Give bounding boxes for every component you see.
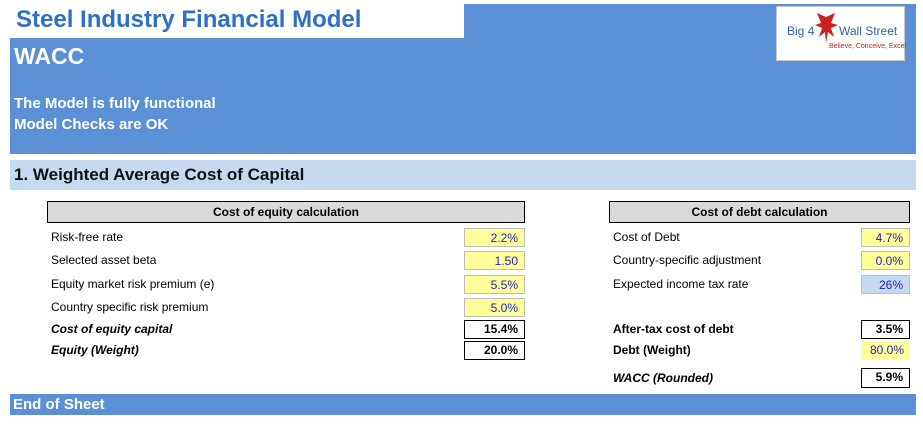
risk-free-rate-input[interactable]: 2.2% bbox=[464, 228, 525, 247]
app-title: Steel Industry Financial Model bbox=[16, 6, 362, 33]
section-header-band bbox=[10, 160, 916, 190]
debt-weight-input[interactable]: 80.0% bbox=[861, 341, 910, 360]
model-checks-text: Model Checks are OK bbox=[14, 116, 169, 133]
logo-tagline: Believe, Conceive, Excel bbox=[829, 43, 907, 50]
equity-weight-value[interactable]: 20.0% bbox=[464, 341, 525, 360]
equity-weight-label: Equity (Weight) bbox=[51, 343, 139, 357]
logo-text-left: Big 4 bbox=[787, 24, 815, 38]
title-box bbox=[10, 4, 464, 38]
equity-row-label: Selected asset beta bbox=[51, 253, 157, 267]
cost-of-debt-input[interactable]: 4.7% bbox=[861, 228, 910, 247]
company-logo: Big 4 Wall Street Believe, Conceive, Exc… bbox=[776, 6, 907, 61]
equity-row-label: Country specific risk premium bbox=[51, 300, 209, 314]
country-adjustment-input[interactable]: 0.0% bbox=[861, 251, 910, 270]
eagle-icon bbox=[815, 13, 838, 43]
footer-band bbox=[10, 394, 916, 415]
cost-of-equity-label: Cost of equity capital bbox=[51, 322, 173, 336]
market-risk-premium-input[interactable]: 5.5% bbox=[464, 275, 525, 294]
after-tax-cost-of-debt-label: After-tax cost of debt bbox=[613, 322, 734, 336]
debt-row-label: Expected income tax rate bbox=[613, 277, 749, 291]
debt-table-header: Cost of debt calculation bbox=[609, 201, 910, 223]
asset-beta-input[interactable]: 1.50 bbox=[464, 251, 525, 270]
wacc-value[interactable]: 5.9% bbox=[861, 368, 910, 388]
equity-row-label: Risk-free rate bbox=[51, 230, 124, 244]
income-tax-rate-input[interactable]: 26% bbox=[861, 275, 910, 294]
logo-text-right: Wall Street bbox=[839, 24, 898, 38]
country-risk-premium-input[interactable]: 5.0% bbox=[464, 298, 525, 317]
after-tax-cost-of-debt-value[interactable]: 3.5% bbox=[861, 320, 910, 339]
debt-row-label: Country-specific adjustment bbox=[613, 253, 762, 267]
debt-weight-label: Debt (Weight) bbox=[613, 343, 691, 357]
section-title: 1. Weighted Average Cost of Capital bbox=[14, 165, 305, 184]
sheet-title: WACC bbox=[14, 43, 85, 69]
wacc-label: WACC (Rounded) bbox=[613, 371, 713, 385]
end-of-sheet-label: End of Sheet bbox=[13, 396, 105, 413]
model-status-text: The Model is fully functional bbox=[14, 95, 216, 112]
debt-row-label: Cost of Debt bbox=[613, 230, 680, 244]
equity-table-header: Cost of equity calculation bbox=[47, 201, 525, 223]
cost-of-equity-value[interactable]: 15.4% bbox=[464, 320, 525, 339]
equity-row-label: Equity market risk premium (e) bbox=[51, 277, 215, 291]
